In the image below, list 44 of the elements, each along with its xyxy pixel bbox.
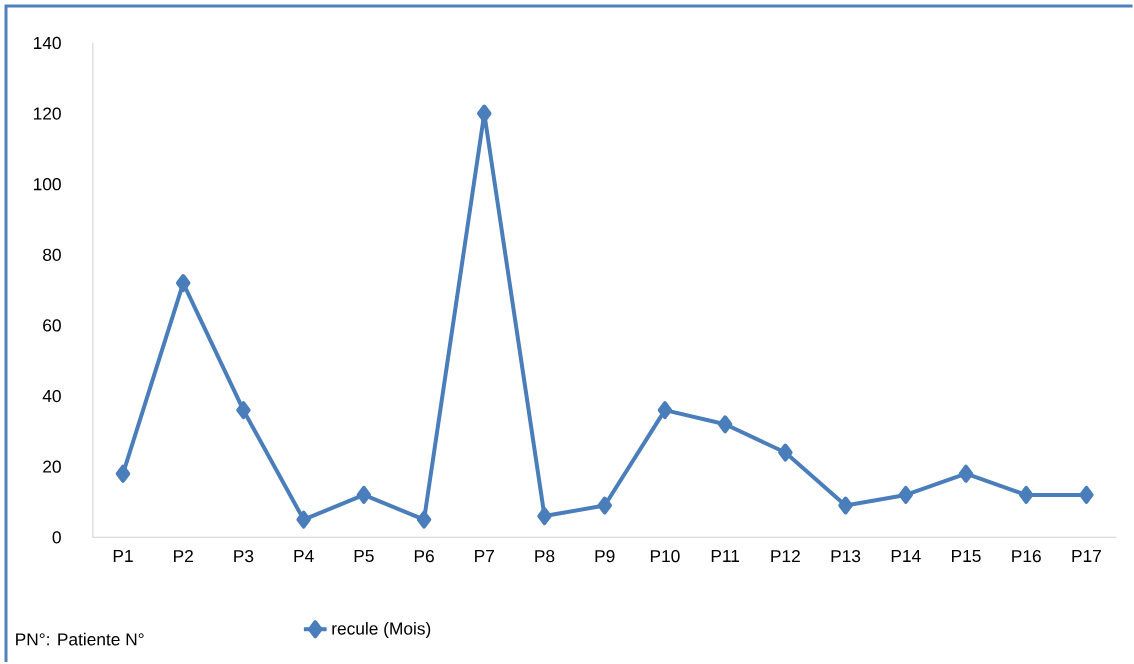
x-tick-label: P4 <box>294 550 314 563</box>
point <box>296 510 311 529</box>
point <box>1018 486 1034 505</box>
point <box>356 486 372 505</box>
x-tick-label: P15 <box>952 550 981 563</box>
x-tick-label: P9 <box>595 550 615 563</box>
y-tick-label: 140 <box>33 36 61 50</box>
x-tick-label: P2 <box>174 550 193 563</box>
y-tick-label: 120 <box>33 107 61 120</box>
point <box>597 496 612 515</box>
point <box>657 401 673 420</box>
point <box>838 496 853 515</box>
x-tick-label: P10 <box>650 550 680 563</box>
x-tick-label: P1 <box>113 550 133 563</box>
y-tick-label: 20 <box>43 460 61 473</box>
x-tick-label: P8 <box>535 550 555 563</box>
point <box>537 507 552 526</box>
point <box>236 401 251 420</box>
point <box>898 486 914 505</box>
x-tick-label: P3 <box>234 550 254 563</box>
point <box>778 443 793 462</box>
point <box>958 464 974 483</box>
x-tick-label: P12 <box>771 550 800 563</box>
x-tick-label: P17 <box>1072 550 1101 563</box>
point <box>717 415 733 434</box>
x-tick-label: P16 <box>1012 550 1041 563</box>
text: PN°: Patiente N° <box>16 632 144 646</box>
x-tick-label: P13 <box>831 550 861 563</box>
y-tick-label: 0 <box>52 531 61 544</box>
x-tick-label: P6 <box>414 550 434 563</box>
legend-label: recule (Mois) <box>332 622 431 639</box>
point <box>1079 486 1094 505</box>
x-tick-label: P14 <box>891 550 921 563</box>
x-tick-label: P11 <box>711 550 740 563</box>
x-tick-label: P5 <box>354 550 374 563</box>
y-tick-label: 80 <box>43 248 61 262</box>
y-tick-label: 60 <box>43 319 61 332</box>
point <box>175 274 191 293</box>
y-tick-label: 40 <box>42 390 61 403</box>
x-tick-label: P7 <box>475 550 494 563</box>
point <box>477 104 492 123</box>
y-tick-label: 100 <box>33 178 61 191</box>
point <box>115 464 131 483</box>
point <box>416 510 432 529</box>
